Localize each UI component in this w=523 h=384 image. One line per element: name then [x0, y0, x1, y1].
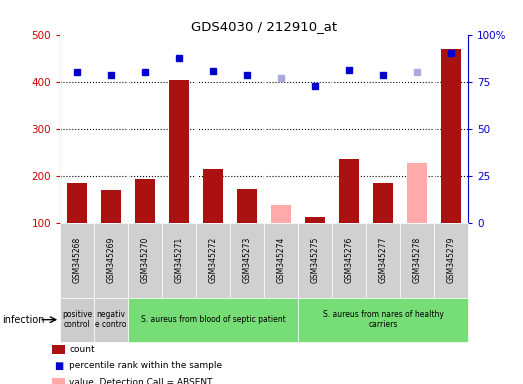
Bar [101, 190, 121, 223]
Bar [373, 183, 393, 223]
Text: ■: ■ [54, 361, 63, 371]
Bar [135, 179, 155, 223]
Text: GSM345275: GSM345275 [311, 237, 320, 283]
Text: S. aureus from blood of septic patient: S. aureus from blood of septic patient [141, 315, 286, 324]
Text: GSM345274: GSM345274 [277, 237, 286, 283]
Bar [339, 159, 359, 223]
Text: value, Detection Call = ABSENT: value, Detection Call = ABSENT [69, 378, 212, 384]
Bar [305, 217, 325, 223]
Text: S. aureus from nares of healthy
carriers: S. aureus from nares of healthy carriers [323, 310, 444, 329]
Text: GSM345276: GSM345276 [345, 237, 354, 283]
Text: GSM345273: GSM345273 [243, 237, 252, 283]
Title: GDS4030 / 212910_at: GDS4030 / 212910_at [191, 20, 337, 33]
Text: GSM345268: GSM345268 [73, 237, 82, 283]
Bar [441, 49, 461, 223]
Text: GSM345271: GSM345271 [175, 237, 184, 283]
Bar [203, 169, 223, 223]
Text: GSM345279: GSM345279 [447, 237, 456, 283]
Text: GSM345272: GSM345272 [209, 237, 218, 283]
Bar [271, 205, 291, 223]
Text: percentile rank within the sample: percentile rank within the sample [69, 361, 222, 371]
Text: GSM345269: GSM345269 [107, 237, 116, 283]
Text: count: count [69, 345, 95, 354]
Bar [67, 183, 87, 223]
Text: infection: infection [3, 314, 45, 325]
Text: positive
control: positive control [62, 310, 92, 329]
Text: GSM345270: GSM345270 [141, 237, 150, 283]
Bar [407, 162, 427, 223]
Bar [169, 80, 189, 223]
Text: GSM345278: GSM345278 [413, 237, 422, 283]
Bar [237, 189, 257, 223]
Text: GSM345277: GSM345277 [379, 237, 388, 283]
Text: negativ
e contro: negativ e contro [95, 310, 127, 329]
